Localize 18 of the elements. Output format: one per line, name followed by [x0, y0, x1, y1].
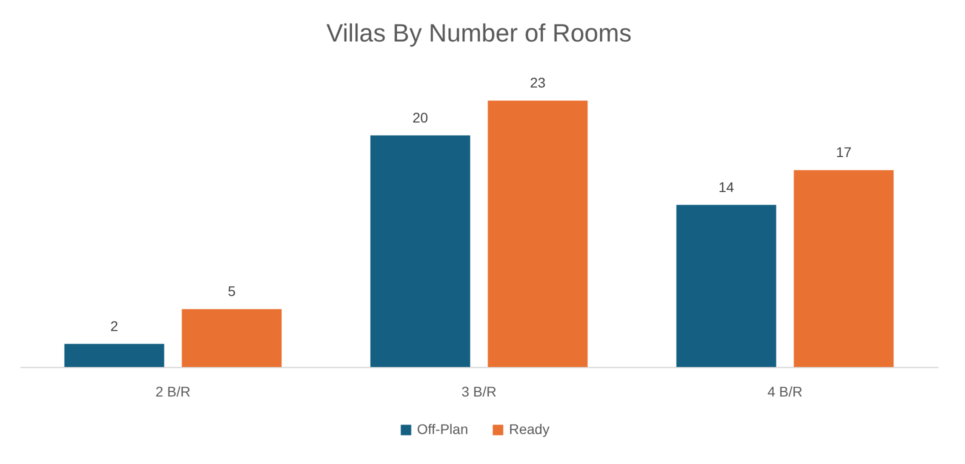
data-label: 20 — [412, 109, 428, 126]
bar — [370, 135, 470, 367]
x-tick-label: 2 B/R — [155, 384, 191, 400]
x-tick-label: 4 B/R — [767, 384, 803, 400]
data-label: 2 — [110, 318, 118, 334]
bar — [794, 170, 894, 367]
bar — [488, 100, 588, 367]
legend-label: Off-Plan — [417, 421, 468, 437]
data-label: 17 — [836, 144, 852, 160]
data-label: 14 — [718, 178, 734, 195]
bar — [676, 204, 776, 367]
bar — [64, 344, 164, 367]
legend-label: Ready — [509, 421, 550, 437]
x-tick-label: 3 B/R — [461, 384, 497, 400]
chart-title: Villas By Number of Rooms — [326, 20, 632, 48]
bar — [182, 309, 282, 367]
data-label: 23 — [530, 74, 546, 91]
data-label: 5 — [228, 283, 236, 300]
